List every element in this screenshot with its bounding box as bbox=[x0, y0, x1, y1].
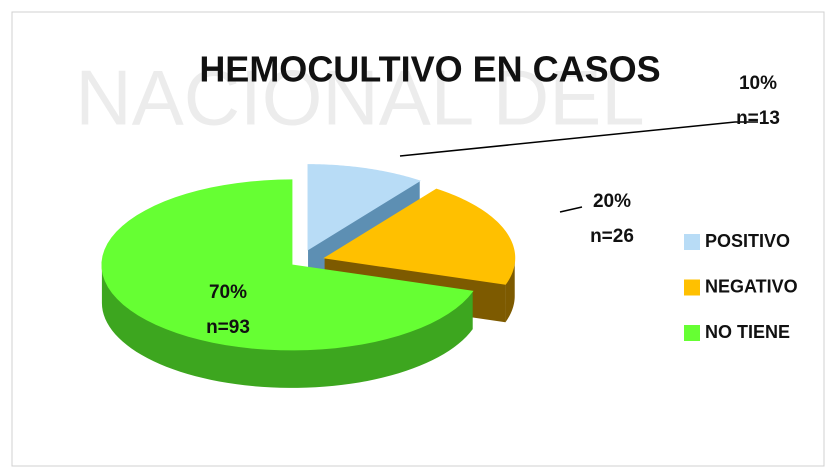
legend-swatch bbox=[684, 325, 700, 341]
legend-label: NEGATIVO bbox=[705, 276, 798, 296]
legend-swatch bbox=[684, 234, 700, 250]
data-label: 20% bbox=[593, 191, 631, 212]
data-label: 10% bbox=[739, 73, 777, 94]
data-annotation: n=26 bbox=[590, 226, 634, 247]
slice-side bbox=[101, 264, 473, 388]
leader-line bbox=[559, 206, 583, 213]
pie-slice bbox=[307, 164, 421, 251]
data-annotation: n=13 bbox=[736, 108, 780, 129]
data-annotation: n=93 bbox=[206, 317, 250, 338]
leader-line bbox=[399, 121, 758, 157]
legend-label: POSITIVO bbox=[705, 231, 790, 251]
watermark: NACIONAL DEL bbox=[75, 54, 644, 142]
legend-swatch bbox=[684, 279, 700, 296]
pie-slice bbox=[323, 188, 516, 285]
legend-label: NO TIENE bbox=[705, 322, 790, 342]
data-label: 70% bbox=[209, 282, 247, 303]
chart-title: HEMOCULTIVO EN CASOS bbox=[199, 49, 660, 90]
slice-side bbox=[505, 257, 515, 323]
pie-slice bbox=[101, 179, 474, 351]
